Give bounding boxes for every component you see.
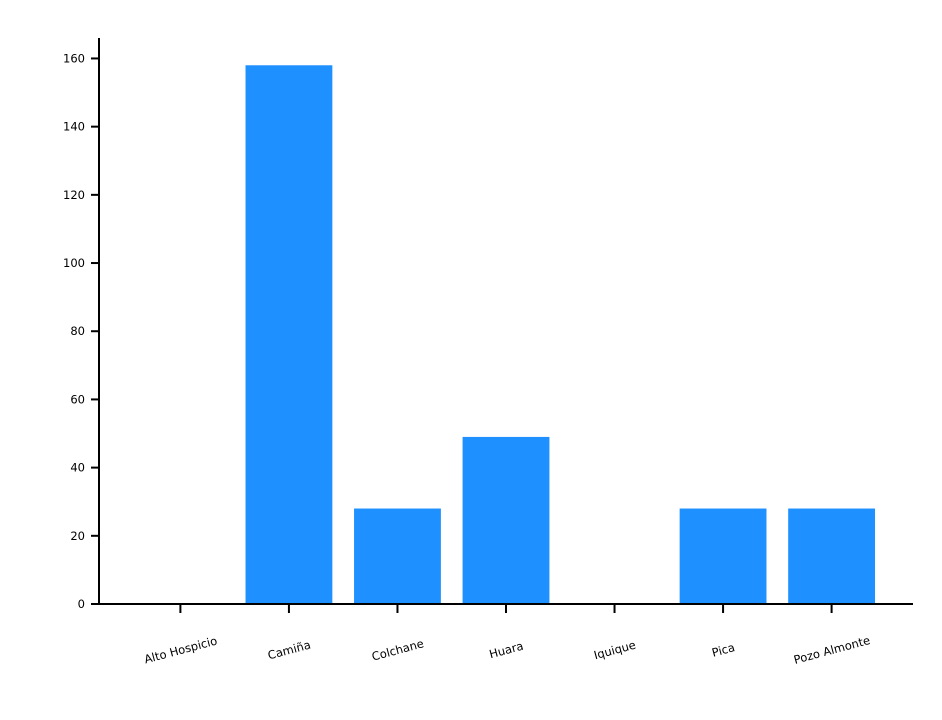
x-tick-label: Camiña: [266, 638, 312, 663]
x-tick-label: Pozo Almonte: [792, 633, 871, 667]
bar: [354, 508, 441, 604]
y-tick-label: 40: [70, 461, 85, 475]
bar: [462, 436, 550, 604]
x-tick-label: Iquique: [592, 638, 637, 663]
y-tick-label: 20: [70, 529, 85, 543]
y-tick-label: 80: [70, 324, 85, 338]
bar: [679, 508, 767, 604]
x-tick-label: Colchane: [370, 636, 425, 663]
y-tick-label: 120: [63, 188, 85, 202]
bar: [245, 65, 333, 605]
bar: [788, 508, 876, 604]
y-tick-label: 140: [63, 120, 85, 134]
y-tick-label: 160: [63, 51, 85, 65]
x-tick-label: Huara: [488, 639, 525, 662]
x-tick-label: Pica: [710, 640, 736, 660]
y-tick-label: 60: [70, 392, 85, 406]
y-tick-label: 100: [63, 256, 85, 270]
y-tick-label: 0: [78, 597, 85, 611]
x-tick-label: Alto Hospicio: [143, 633, 219, 666]
